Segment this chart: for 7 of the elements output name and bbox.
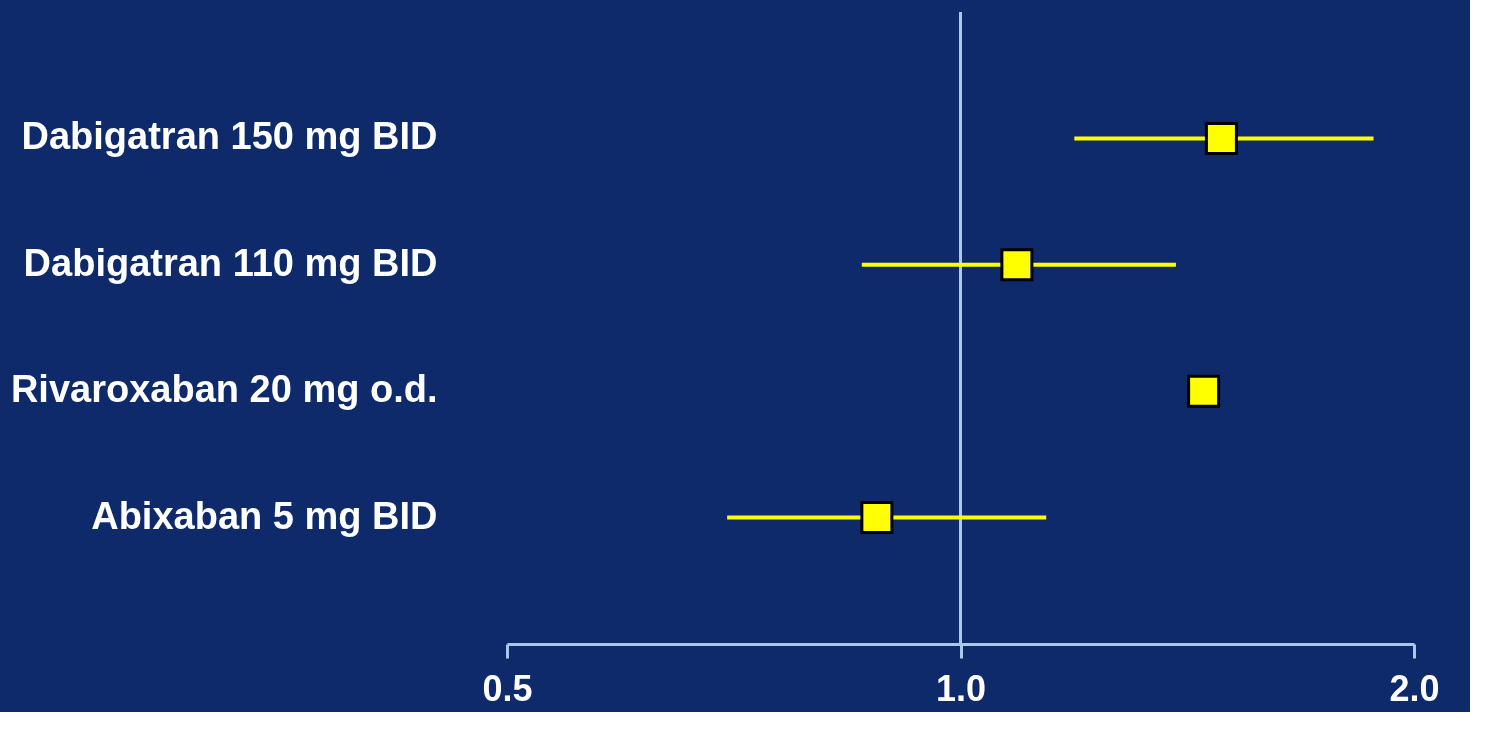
y-tick-label: Abixaban 5 mg BID	[91, 494, 438, 537]
y-tick-label: Dabigatran 150 mg BID	[21, 115, 438, 158]
y-tick-label: Rivaroxaban 20 mg o.d.	[10, 368, 438, 411]
y-tick-label: Dabigatran 110 mg BID	[23, 241, 438, 284]
x-tick-label: 2.0	[1389, 667, 1440, 709]
x-tick-label: 0.5	[482, 667, 533, 709]
x-tick-label: 1.0	[935, 667, 987, 709]
